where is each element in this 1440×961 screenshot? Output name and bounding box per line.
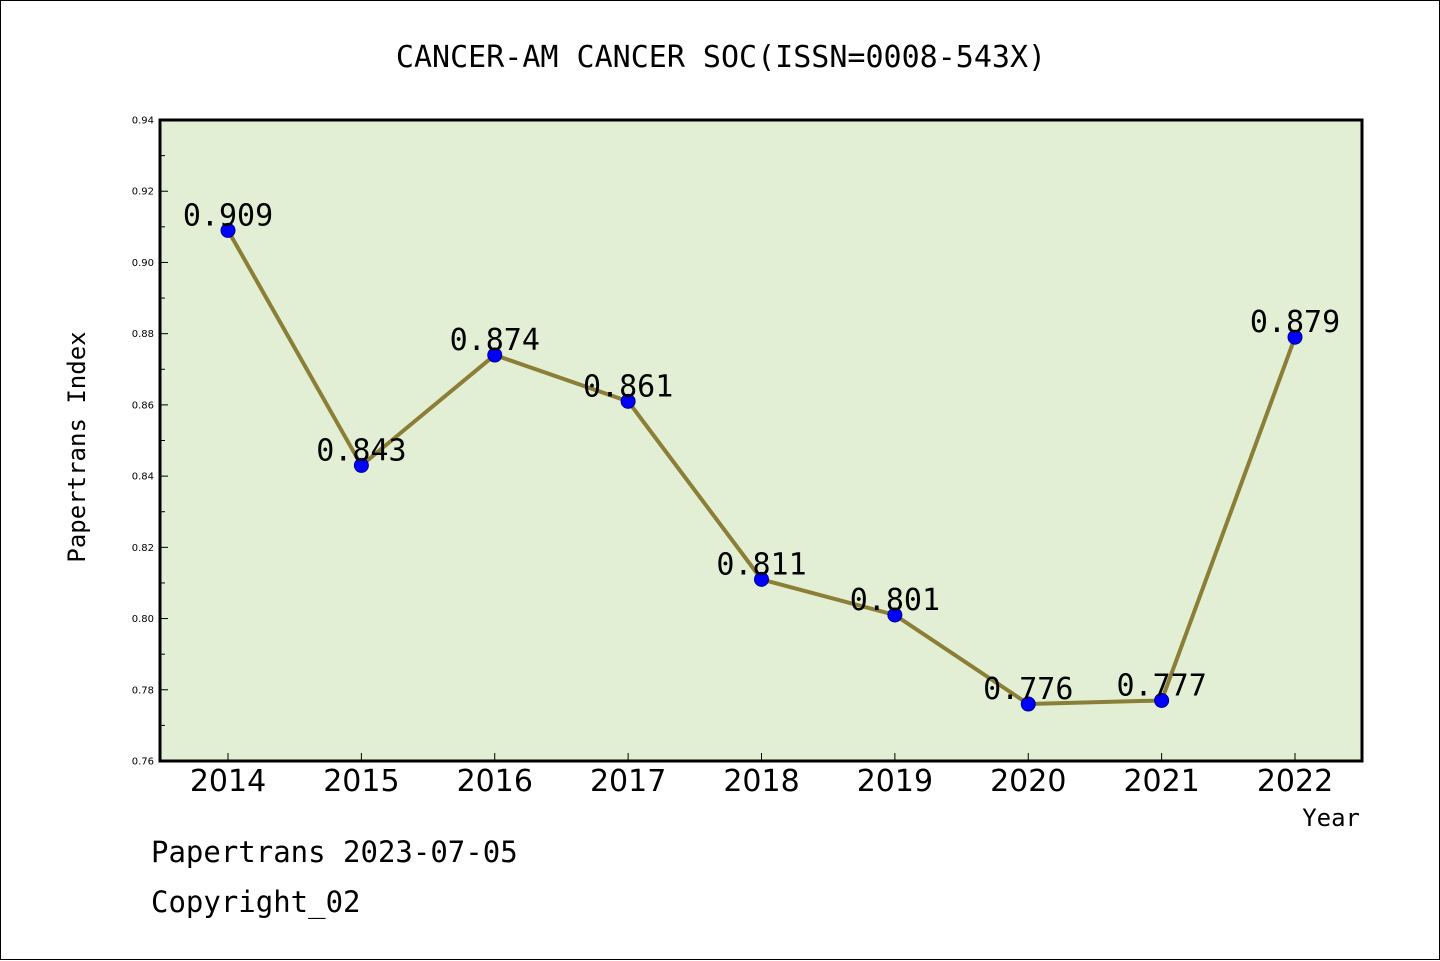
x-tick-label: 2017 — [590, 764, 666, 799]
y-tick-label: 0.86 — [132, 400, 154, 411]
x-tick-label: 2020 — [990, 764, 1066, 799]
x-tick-label: 2019 — [857, 764, 933, 799]
data-label: 0.909 — [183, 198, 273, 233]
chart-title: CANCER-AM CANCER SOC(ISSN=0008-543X) — [396, 40, 1046, 75]
x-tick-label: 2021 — [1123, 764, 1199, 799]
plot-border — [158, 118, 1364, 763]
data-point — [1287, 329, 1303, 345]
data-point — [353, 457, 369, 473]
x-axis: 2014 2015 2016 2017 2018 2019 2020 2021 2022 — [190, 753, 1333, 799]
data-point — [220, 222, 236, 238]
y-tick-label: 0.82 — [132, 543, 154, 554]
data-label: 0.874 — [450, 323, 540, 358]
data-label-group: 0.909 0.843 0.874 0.861 0.811 0.801 0.776 0.777… — [183, 198, 1340, 707]
data-label: 0.801 — [850, 583, 940, 618]
x-tick-label: 2015 — [323, 764, 399, 799]
data-point — [1020, 696, 1036, 712]
y-tick-label: 0.84 — [132, 472, 154, 483]
data-label: 0.811 — [716, 547, 806, 582]
x-tick-label: 2014 — [190, 764, 266, 799]
x-tick-label: 2016 — [457, 764, 533, 799]
y-tick-label: 0.90 — [132, 258, 154, 269]
y-tick-label: 0.94 — [132, 116, 154, 127]
data-point — [620, 393, 636, 409]
data-label: 0.843 — [316, 433, 406, 468]
data-point — [887, 607, 903, 623]
data-label: 0.879 — [1250, 305, 1340, 340]
x-tick-label: 2022 — [1257, 764, 1333, 799]
y-tick-label: 0.88 — [132, 329, 154, 340]
plot-area — [160, 120, 1362, 761]
marker-group — [220, 222, 1303, 712]
footer-date-text: Papertrans 2023-07-05 — [151, 835, 518, 869]
x-tick-label: 2018 — [723, 764, 799, 799]
y-axis-title: Papertrans Index — [63, 331, 91, 562]
y-tick-label: 0.76 — [132, 757, 154, 768]
data-point — [487, 347, 503, 363]
y-tick-label: 0.78 — [132, 685, 154, 696]
data-label: 0.776 — [983, 672, 1073, 707]
data-label: 0.861 — [583, 369, 673, 404]
y-tick-label: 0.92 — [132, 187, 154, 198]
data-point — [1154, 692, 1170, 708]
data-label: 0.777 — [1116, 668, 1206, 703]
data-point — [754, 571, 769, 587]
x-axis-title: Year — [1302, 804, 1360, 832]
y-tick-label: 0.80 — [132, 614, 154, 625]
footer-copyright-text: Copyright_02 — [151, 885, 361, 919]
